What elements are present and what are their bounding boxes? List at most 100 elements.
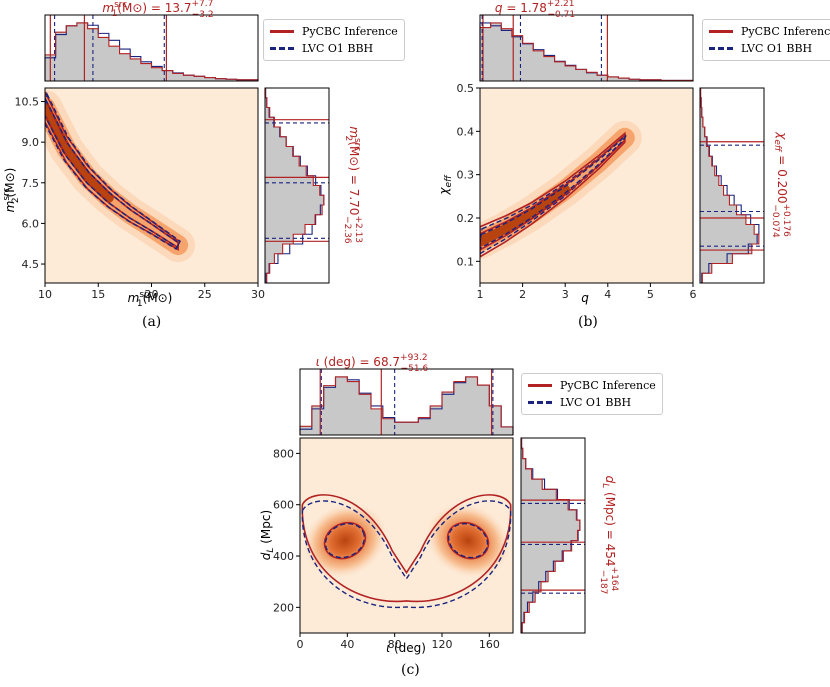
y-tick-label: 0.3 [457,169,475,182]
x-axis-label: q [581,291,589,305]
x-tick-label: 25 [198,288,212,301]
top-hist-pycbc [44,22,259,81]
legend-entry-lvc: LVC O1 BBH [709,40,830,57]
contour-lvc-90 [301,500,512,609]
panel-b: 1 2 3 4 5 6 0.1 0.2 0.3 0.4 0.5 q χeff q = 1.78+2.21−… [437,0,791,305]
top-hist-fill [45,22,258,82]
x-tick-label: 10 [38,288,52,301]
density-layer [480,120,642,259]
x-tick-label: 0 [297,638,304,651]
density-layer [301,494,512,609]
top-hist-title: q = 1.78+2.21 −0.71 [495,0,575,20]
side-hist-pycbc [265,87,325,284]
top-hist-frame [299,368,514,436]
caption-b: (b) [578,314,598,330]
top-hist-frame [44,14,259,82]
side-hist-frame [699,87,765,284]
side-hist-title: msrc2(M⊙) = 7.70+2.13−2.36 [342,126,363,244]
x-tick-label: 120 [432,638,453,651]
y-tick-label: 600 [273,499,294,512]
contour-pycbc-90 [480,131,626,258]
legend-label-pycbc: PyCBC Inference [560,379,656,392]
density-core [45,102,114,203]
y-tick-label: 0.2 [457,212,475,225]
top-hist-title: msrc 1(M⊙) = 13.7+7.7 −3.2 [102,0,213,20]
legend-entry-lvc: LVC O1 BBH [528,394,656,411]
x-axis-label: ι (deg) [386,641,426,655]
contour-lvc-50 [45,97,180,249]
legend-label-lvc: LVC O1 BBH [741,42,813,55]
legend-swatch-solid [528,384,552,387]
top-hist-pycbc [479,22,694,81]
top-hist-frame [479,14,694,82]
contour-lvc-90 [480,133,628,255]
side-hist-pycbc [521,437,581,634]
density-core [480,184,571,247]
caption-c: (c) [401,662,420,678]
legend-label-lvc: LVC O1 BBH [302,42,374,55]
side-hist-frame [520,437,586,634]
side-hist-title: χeff = 0.200+0.176−0.074 [770,131,791,238]
contour-pycbc-50 [323,521,367,560]
side-hist-pycbc [700,87,760,284]
legend-swatch-solid [709,30,733,33]
legend-c: PyCBC Inference LVC O1 BBH [521,373,663,415]
top-hist-fill [300,376,513,435]
x-tick-label: 30 [251,288,265,301]
contour-pycbc-90 [301,494,512,603]
legend-entry-lvc: LVC O1 BBH [270,40,398,57]
legend-swatch-dashed [709,47,733,50]
x-tick-label: 20 [145,288,159,301]
x-tick-label: 40 [340,638,354,651]
x-tick-label: 5 [647,288,654,301]
legend-b: PyCBC Inference LVC O1 BBH [702,19,830,61]
main-frame [299,437,514,634]
y-tick-label: 400 [273,550,294,563]
x-tick-label: 1 [477,288,484,301]
contour-lvc-50 [447,523,489,559]
x-tick-label: 6 [690,288,697,301]
y-tick-label: 800 [273,447,294,460]
side-hist-fill [521,438,580,633]
y-tick-label: 0.5 [457,82,475,95]
legend-entry-pycbc: PyCBC Inference [270,23,398,40]
x-tick-label: 15 [91,288,105,301]
legend-label-pycbc: PyCBC Inference [302,25,398,38]
x-tick-label: 4 [604,288,611,301]
panel-c: 0 40 80 120 160 200 400 600 800 ι (deg) dL (Mpc) ι … [259,353,619,655]
panel-a: 10 15 20 25 30 4.5 6.0 7.5 9.0 10.5 msrc 1(M⊙) msrc2… [2,0,363,309]
y-axis-label: χeff [437,174,454,196]
legend-label-lvc: LVC O1 BBH [560,396,632,409]
y-tick-label: 200 [273,601,294,614]
y-axis-label: msrc2(M⊙) [2,168,21,213]
top-hist-fill [480,22,693,82]
legend-swatch-dashed [528,401,552,404]
y-tick-label: 10.5 [15,96,40,109]
side-hist-frame [264,87,330,284]
legend-swatch-solid [270,30,294,33]
legend-entry-pycbc: PyCBC Inference [528,377,656,394]
contour-lvc-90 [45,91,181,250]
y-axis-label: dL (Mpc) [259,510,276,560]
y-tick-label: 9.0 [22,136,40,149]
x-tick-label: 80 [388,638,402,651]
contour-lvc-50 [324,523,366,559]
legend-entry-pycbc: PyCBC Inference [709,23,830,40]
density-blob [425,502,511,579]
y-tick-label: 7.5 [22,177,40,190]
y-tick-label: 0.1 [457,255,475,268]
density-layer [45,90,196,263]
x-tick-label: 160 [479,638,500,651]
contour-pycbc-50 [446,521,490,560]
y-tick-label: 6.0 [22,217,40,230]
legend-swatch-dashed [270,47,294,50]
x-tick-label: 3 [562,288,569,301]
x-axis-label: msrc 1(M⊙) [128,290,173,309]
y-tick-label: 4.5 [22,258,40,271]
density-blob [302,502,388,579]
contour-pycbc-50 [480,133,626,251]
x-tick-label: 2 [519,288,526,301]
side-hist-title: dL (Mpc) = 454+164−187 [598,476,619,595]
legend-a: PyCBC Inference LVC O1 BBH [263,19,405,61]
